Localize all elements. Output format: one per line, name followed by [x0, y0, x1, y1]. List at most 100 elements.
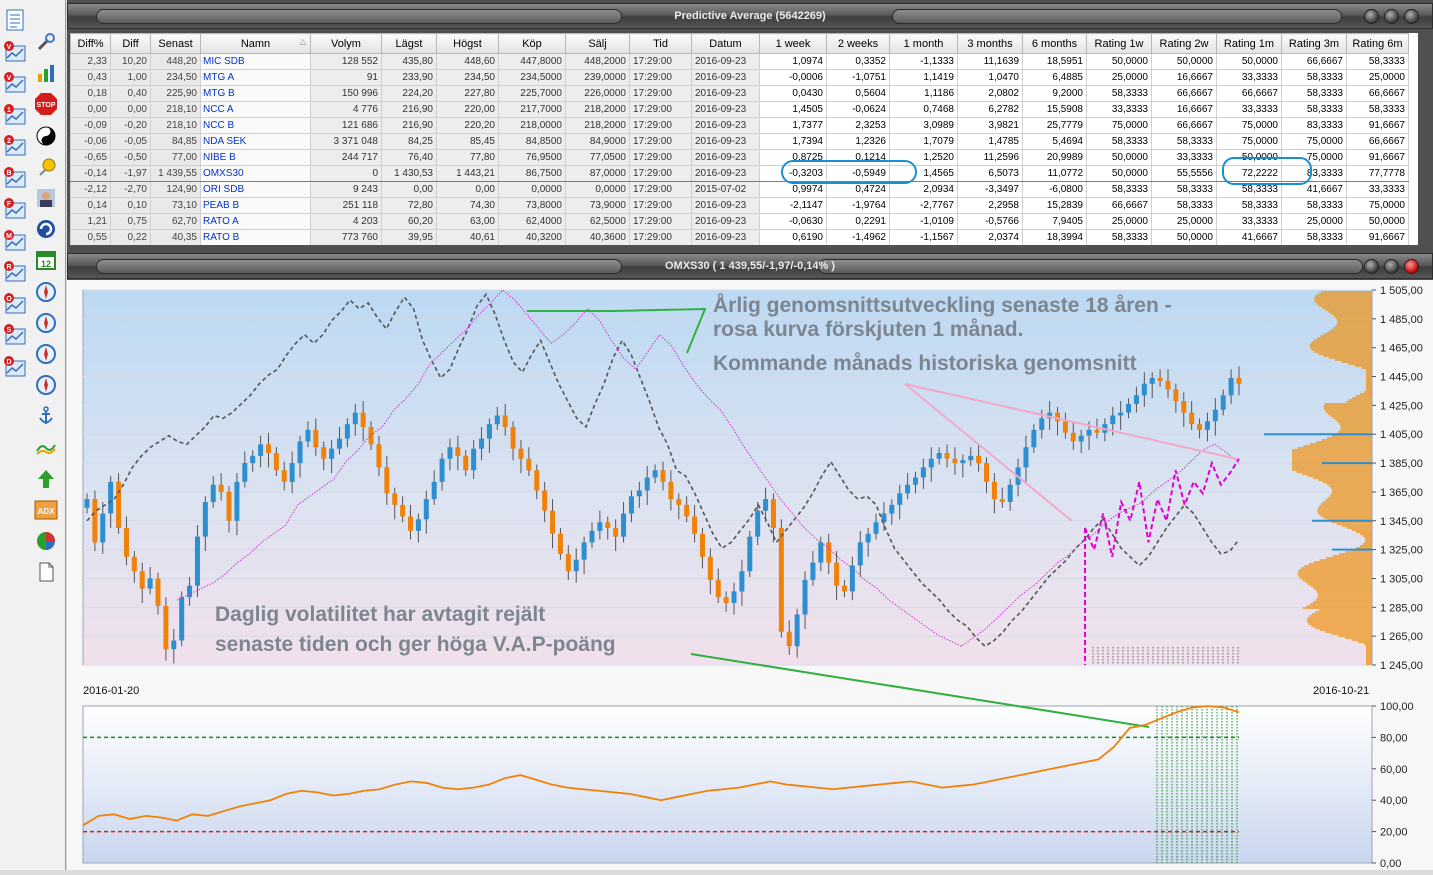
maximize-button[interactable] — [1384, 9, 1399, 24]
chart-1-icon[interactable]: 1 — [3, 103, 27, 127]
column-header-7[interactable]: Köp — [498, 33, 566, 54]
column-header-13[interactable]: 1 month — [889, 33, 958, 54]
chart-f-icon[interactable]: F — [3, 197, 27, 221]
column-header-9[interactable]: Tid — [629, 33, 692, 54]
maximize-button[interactable] — [1384, 259, 1399, 274]
pie-icon[interactable] — [34, 529, 58, 553]
volatility-line — [82, 705, 1240, 827]
table-row[interactable]: 0,43 1,00 234,50 MTG A 91 233,90 234,50 234,500… — [70, 69, 1409, 86]
cell-h-gst: 85,45 — [436, 133, 499, 150]
wave-icon[interactable] — [34, 436, 58, 460]
candle-body — [265, 444, 271, 453]
table-row[interactable]: 0,18 0,40 225,90 MTG B 150 996 224,20 227,80 22… — [70, 85, 1409, 102]
candle-body — [920, 467, 926, 478]
table-row[interactable]: -0,06 -0,05 84,85 NDA SEK 3 371 048 84,25 85,4… — [70, 133, 1409, 150]
green-arrow-icon[interactable] — [34, 467, 58, 491]
candle-body — [589, 530, 595, 543]
minimize-button[interactable] — [1364, 9, 1379, 24]
column-header-8[interactable]: Sälj — [565, 33, 630, 54]
portrait-icon[interactable] — [34, 186, 58, 210]
wrench-icon[interactable] — [34, 30, 58, 54]
chart-b-icon[interactable]: B — [3, 166, 27, 190]
candle-body — [123, 527, 129, 557]
swirl-icon[interactable] — [34, 217, 58, 241]
adx-icon[interactable]: ADX — [34, 498, 58, 522]
cell-l-gst: 1 430,53 — [381, 165, 437, 182]
document-icon[interactable] — [34, 560, 58, 584]
column-header-6[interactable]: Högst — [436, 33, 499, 54]
chart-v2-icon[interactable]: V — [3, 71, 27, 95]
cell-volym: 121 686 — [310, 117, 382, 134]
chart-d-icon[interactable]: D — [3, 355, 27, 379]
cell-rating-1m: 33,3333 — [1216, 101, 1282, 118]
list-icon[interactable] — [3, 8, 27, 32]
column-header-12[interactable]: 2 weeks — [826, 33, 890, 54]
cell-volym: 4 776 — [310, 101, 382, 118]
column-header-14[interactable]: 3 months — [957, 33, 1023, 54]
chart-m-icon[interactable]: M — [3, 229, 27, 253]
compass-icon[interactable] — [34, 280, 58, 304]
column-header-1[interactable]: Diff — [110, 33, 151, 54]
candle-body — [999, 499, 1005, 503]
table-row[interactable]: -0,14 -1,97 1 439,55 OMXS30 0 1 430,53 1 443,2… — [70, 165, 1409, 182]
column-header-10[interactable]: Datum — [691, 33, 760, 54]
cell-6-months: 6,4885 — [1022, 69, 1087, 86]
chart-titlebar[interactable]: OMXS30 ( 1 439,55/-1,97/-0,14% ) — [67, 253, 1433, 279]
cell-rating-3m: 66,6667 — [1281, 53, 1347, 70]
close-button[interactable] — [1404, 9, 1419, 24]
calendar-icon[interactable]: 12 — [34, 248, 58, 272]
chart-o-icon[interactable]: O — [3, 292, 27, 316]
cell-k-p: 234,5000 — [498, 69, 566, 86]
table-row[interactable]: 0,55 0,22 40,35 RATO B 773 760 39,95 40,61 40,3… — [70, 229, 1409, 245]
column-header-4[interactable]: Volym — [310, 33, 382, 54]
column-header-20[interactable]: Rating 6m — [1346, 33, 1409, 54]
cell-tid: 17:29:00 — [629, 213, 692, 230]
table-row[interactable]: -0,65 -0,50 77,00 NIBE B 244 717 76,40 77,80 76… — [70, 149, 1409, 166]
chart-2-icon[interactable]: 2 — [3, 134, 27, 158]
cell-senast: 218,10 — [150, 117, 201, 134]
column-header-15[interactable]: 6 months — [1022, 33, 1087, 54]
candle-body — [849, 565, 855, 592]
compass2-icon[interactable] — [34, 311, 58, 335]
table-row[interactable]: -0,09 -0,20 218,10 NCC B 121 686 216,90 220,20… — [70, 117, 1409, 134]
minimize-button[interactable] — [1364, 259, 1379, 274]
pin-icon[interactable] — [34, 155, 58, 179]
column-header-17[interactable]: Rating 2w — [1151, 33, 1217, 54]
candle-body — [408, 516, 414, 531]
chart-s-icon[interactable]: S — [3, 323, 27, 347]
cell-h-gst: 74,30 — [436, 197, 499, 214]
svg-text:V: V — [7, 75, 12, 82]
svg-text:ADX: ADX — [38, 507, 56, 516]
chart-v-icon[interactable]: V — [3, 40, 27, 64]
bar-chart-icon[interactable] — [34, 61, 58, 85]
candle-body — [384, 467, 390, 494]
column-header-0[interactable]: Diff% — [70, 33, 111, 54]
column-header-19[interactable]: Rating 3m — [1281, 33, 1347, 54]
column-header-18[interactable]: Rating 1m — [1216, 33, 1282, 54]
column-header-2[interactable]: Senast — [150, 33, 201, 54]
anchor-icon[interactable] — [34, 404, 58, 428]
close-button[interactable] — [1404, 259, 1419, 274]
candle-body — [810, 562, 816, 580]
column-header-3[interactable]: Namn △ — [200, 33, 311, 54]
compass4-icon[interactable] — [34, 373, 58, 397]
candle-body — [226, 491, 232, 521]
price-chart[interactable]: 1 505,00 1 485,00 1 465,00 1 445,00 1 425,00… — [67, 254, 1433, 870]
table-row[interactable]: 0,14 0,10 73,10 PEAB B 251 118 72,80 74,30 73,8… — [70, 197, 1409, 214]
watchlist-titlebar[interactable]: Predictive Average (5642269) — [67, 3, 1433, 29]
cell-namn: RATO A — [200, 213, 311, 230]
column-header-11[interactable]: 1 week — [759, 33, 827, 54]
table-row[interactable]: -2,12 -2,70 124,90 ORI SDB 9 243 0,00 0,00 0,00… — [70, 181, 1409, 198]
compass3-icon[interactable] — [34, 342, 58, 366]
cell-tid: 17:29:00 — [629, 165, 692, 182]
chart-r-icon[interactable]: R — [3, 260, 27, 284]
table-row[interactable]: 2,33 10,20 448,20 MIC SDB 128 552 435,80 448,6… — [70, 53, 1409, 70]
column-header-5[interactable]: Lägst — [381, 33, 437, 54]
stop-icon[interactable]: STOP — [34, 92, 58, 116]
yinyang-icon[interactable] — [34, 124, 58, 148]
cell-rating-3m: 58,3333 — [1281, 229, 1347, 245]
column-header-16[interactable]: Rating 1w — [1086, 33, 1152, 54]
candle-body — [392, 493, 398, 505]
